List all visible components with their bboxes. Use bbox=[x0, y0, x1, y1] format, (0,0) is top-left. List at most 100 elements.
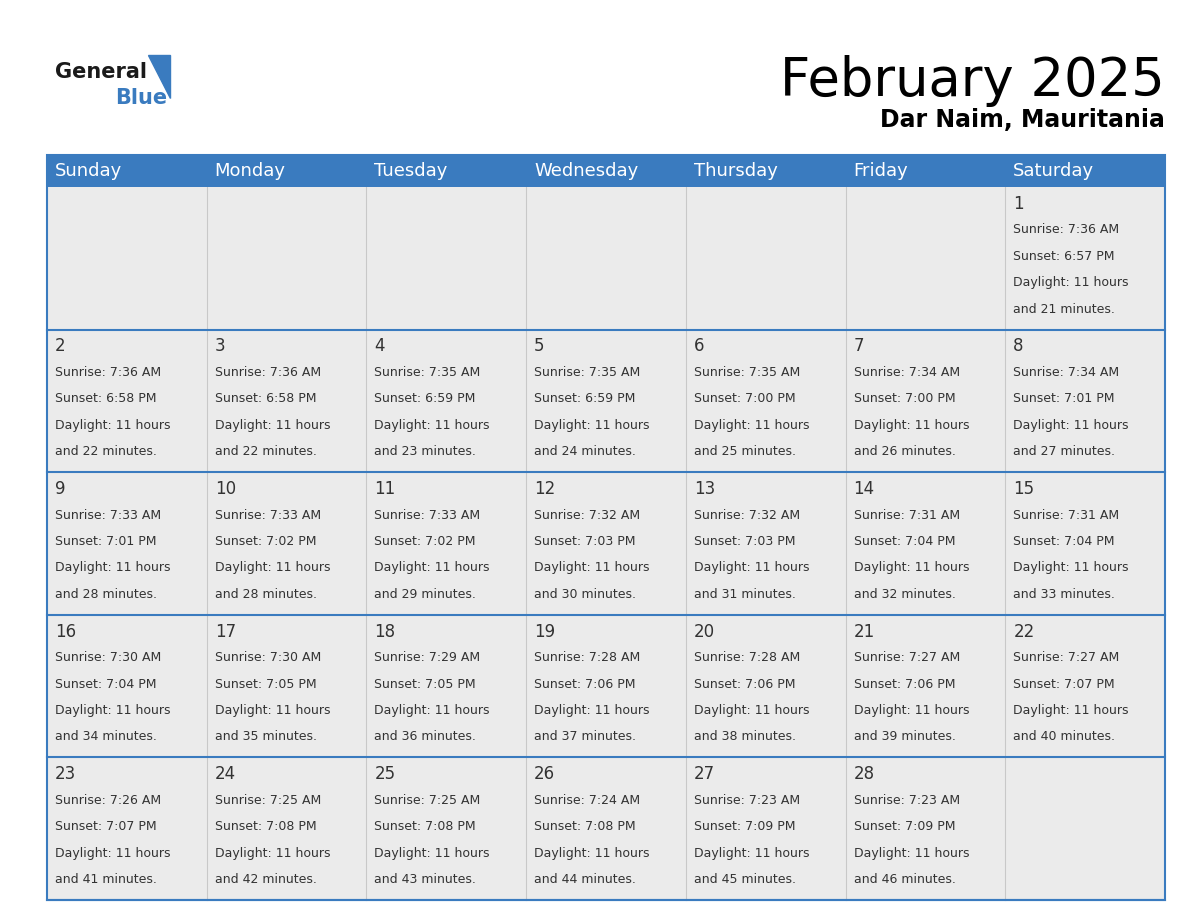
Text: Sunset: 7:00 PM: Sunset: 7:00 PM bbox=[853, 392, 955, 406]
Text: 20: 20 bbox=[694, 622, 715, 641]
Bar bbox=[526, 187, 685, 330]
Text: and 46 minutes.: and 46 minutes. bbox=[853, 873, 955, 886]
Text: February 2025: February 2025 bbox=[781, 55, 1165, 107]
Bar bbox=[685, 187, 846, 330]
Text: 12: 12 bbox=[535, 480, 555, 498]
Text: Daylight: 11 hours: Daylight: 11 hours bbox=[694, 419, 809, 431]
Text: Sunset: 7:06 PM: Sunset: 7:06 PM bbox=[853, 677, 955, 690]
Text: Sunset: 7:05 PM: Sunset: 7:05 PM bbox=[215, 677, 316, 690]
Text: and 45 minutes.: and 45 minutes. bbox=[694, 873, 796, 886]
Text: Sunset: 7:09 PM: Sunset: 7:09 PM bbox=[694, 820, 795, 834]
Text: 27: 27 bbox=[694, 766, 715, 783]
Text: Daylight: 11 hours: Daylight: 11 hours bbox=[853, 561, 969, 575]
Bar bbox=[846, 187, 1005, 330]
Text: Sunrise: 7:23 AM: Sunrise: 7:23 AM bbox=[694, 794, 800, 807]
Text: Sunrise: 7:35 AM: Sunrise: 7:35 AM bbox=[535, 366, 640, 379]
Bar bbox=[1005, 330, 1165, 472]
Text: Sunset: 7:04 PM: Sunset: 7:04 PM bbox=[853, 535, 955, 548]
Text: Sunset: 7:04 PM: Sunset: 7:04 PM bbox=[55, 677, 157, 690]
Text: and 21 minutes.: and 21 minutes. bbox=[1013, 303, 1116, 316]
Text: Daylight: 11 hours: Daylight: 11 hours bbox=[55, 561, 171, 575]
Text: Daylight: 11 hours: Daylight: 11 hours bbox=[374, 419, 489, 431]
Text: 3: 3 bbox=[215, 338, 226, 355]
Text: and 31 minutes.: and 31 minutes. bbox=[694, 588, 796, 600]
Text: and 42 minutes.: and 42 minutes. bbox=[215, 873, 316, 886]
Text: Daylight: 11 hours: Daylight: 11 hours bbox=[535, 561, 650, 575]
Text: and 36 minutes.: and 36 minutes. bbox=[374, 731, 476, 744]
Text: 10: 10 bbox=[215, 480, 236, 498]
Text: 14: 14 bbox=[853, 480, 874, 498]
Text: Sunrise: 7:29 AM: Sunrise: 7:29 AM bbox=[374, 651, 480, 664]
Bar bbox=[846, 155, 1005, 187]
Text: Sunrise: 7:26 AM: Sunrise: 7:26 AM bbox=[55, 794, 162, 807]
Text: and 43 minutes.: and 43 minutes. bbox=[374, 873, 476, 886]
Bar bbox=[366, 187, 526, 330]
Text: and 37 minutes.: and 37 minutes. bbox=[535, 731, 636, 744]
Text: Tuesday: Tuesday bbox=[374, 162, 448, 180]
Text: and 30 minutes.: and 30 minutes. bbox=[535, 588, 636, 600]
Text: Daylight: 11 hours: Daylight: 11 hours bbox=[535, 419, 650, 431]
Text: 21: 21 bbox=[853, 622, 874, 641]
Text: 5: 5 bbox=[535, 338, 544, 355]
Text: Sunset: 6:59 PM: Sunset: 6:59 PM bbox=[535, 392, 636, 406]
Text: Sunrise: 7:32 AM: Sunrise: 7:32 AM bbox=[535, 509, 640, 521]
Text: Sunrise: 7:32 AM: Sunrise: 7:32 AM bbox=[694, 509, 800, 521]
Text: Sunset: 7:05 PM: Sunset: 7:05 PM bbox=[374, 677, 476, 690]
Text: Sunset: 7:08 PM: Sunset: 7:08 PM bbox=[535, 820, 636, 834]
Text: and 41 minutes.: and 41 minutes. bbox=[55, 873, 157, 886]
Bar bbox=[846, 615, 1005, 757]
Text: Sunset: 7:04 PM: Sunset: 7:04 PM bbox=[1013, 535, 1114, 548]
Text: Daylight: 11 hours: Daylight: 11 hours bbox=[55, 704, 171, 717]
Bar bbox=[366, 330, 526, 472]
Text: and 28 minutes.: and 28 minutes. bbox=[215, 588, 317, 600]
Text: Sunrise: 7:27 AM: Sunrise: 7:27 AM bbox=[853, 651, 960, 664]
Bar bbox=[366, 615, 526, 757]
Text: and 29 minutes.: and 29 minutes. bbox=[374, 588, 476, 600]
Text: Sunset: 7:00 PM: Sunset: 7:00 PM bbox=[694, 392, 796, 406]
Text: 2: 2 bbox=[55, 338, 65, 355]
Text: Sunrise: 7:25 AM: Sunrise: 7:25 AM bbox=[215, 794, 321, 807]
Text: 18: 18 bbox=[374, 622, 396, 641]
Bar bbox=[846, 330, 1005, 472]
Text: 24: 24 bbox=[215, 766, 236, 783]
Text: 8: 8 bbox=[1013, 338, 1024, 355]
Bar bbox=[526, 615, 685, 757]
Text: Daylight: 11 hours: Daylight: 11 hours bbox=[374, 846, 489, 859]
Text: Monday: Monday bbox=[215, 162, 285, 180]
Bar bbox=[207, 155, 366, 187]
Bar bbox=[846, 757, 1005, 900]
Text: Sunset: 7:09 PM: Sunset: 7:09 PM bbox=[853, 820, 955, 834]
Text: 26: 26 bbox=[535, 766, 555, 783]
Text: Sunset: 7:08 PM: Sunset: 7:08 PM bbox=[215, 820, 316, 834]
Polygon shape bbox=[148, 55, 170, 98]
Text: Sunset: 6:59 PM: Sunset: 6:59 PM bbox=[374, 392, 475, 406]
Text: Sunrise: 7:28 AM: Sunrise: 7:28 AM bbox=[535, 651, 640, 664]
Bar bbox=[366, 757, 526, 900]
Text: Sunrise: 7:36 AM: Sunrise: 7:36 AM bbox=[215, 366, 321, 379]
Text: Sunset: 7:07 PM: Sunset: 7:07 PM bbox=[1013, 677, 1114, 690]
Text: Daylight: 11 hours: Daylight: 11 hours bbox=[853, 704, 969, 717]
Text: Daylight: 11 hours: Daylight: 11 hours bbox=[1013, 561, 1129, 575]
Text: Sunrise: 7:31 AM: Sunrise: 7:31 AM bbox=[1013, 509, 1119, 521]
Text: Sunset: 7:06 PM: Sunset: 7:06 PM bbox=[694, 677, 795, 690]
Bar bbox=[1005, 187, 1165, 330]
Text: Sunrise: 7:27 AM: Sunrise: 7:27 AM bbox=[1013, 651, 1119, 664]
Text: Sunset: 7:01 PM: Sunset: 7:01 PM bbox=[55, 535, 157, 548]
Text: Daylight: 11 hours: Daylight: 11 hours bbox=[1013, 419, 1129, 431]
Text: Daylight: 11 hours: Daylight: 11 hours bbox=[55, 846, 171, 859]
Text: and 26 minutes.: and 26 minutes. bbox=[853, 445, 955, 458]
Text: Daylight: 11 hours: Daylight: 11 hours bbox=[1013, 704, 1129, 717]
Text: Daylight: 11 hours: Daylight: 11 hours bbox=[215, 419, 330, 431]
Bar bbox=[526, 472, 685, 615]
Text: 28: 28 bbox=[853, 766, 874, 783]
Text: Daylight: 11 hours: Daylight: 11 hours bbox=[374, 561, 489, 575]
Text: Sunrise: 7:23 AM: Sunrise: 7:23 AM bbox=[853, 794, 960, 807]
Text: Sunset: 6:57 PM: Sunset: 6:57 PM bbox=[1013, 250, 1114, 263]
Bar bbox=[207, 757, 366, 900]
Text: Sunrise: 7:25 AM: Sunrise: 7:25 AM bbox=[374, 794, 481, 807]
Bar bbox=[366, 155, 526, 187]
Text: Sunset: 6:58 PM: Sunset: 6:58 PM bbox=[55, 392, 157, 406]
Bar bbox=[685, 155, 846, 187]
Text: 15: 15 bbox=[1013, 480, 1035, 498]
Bar bbox=[685, 472, 846, 615]
